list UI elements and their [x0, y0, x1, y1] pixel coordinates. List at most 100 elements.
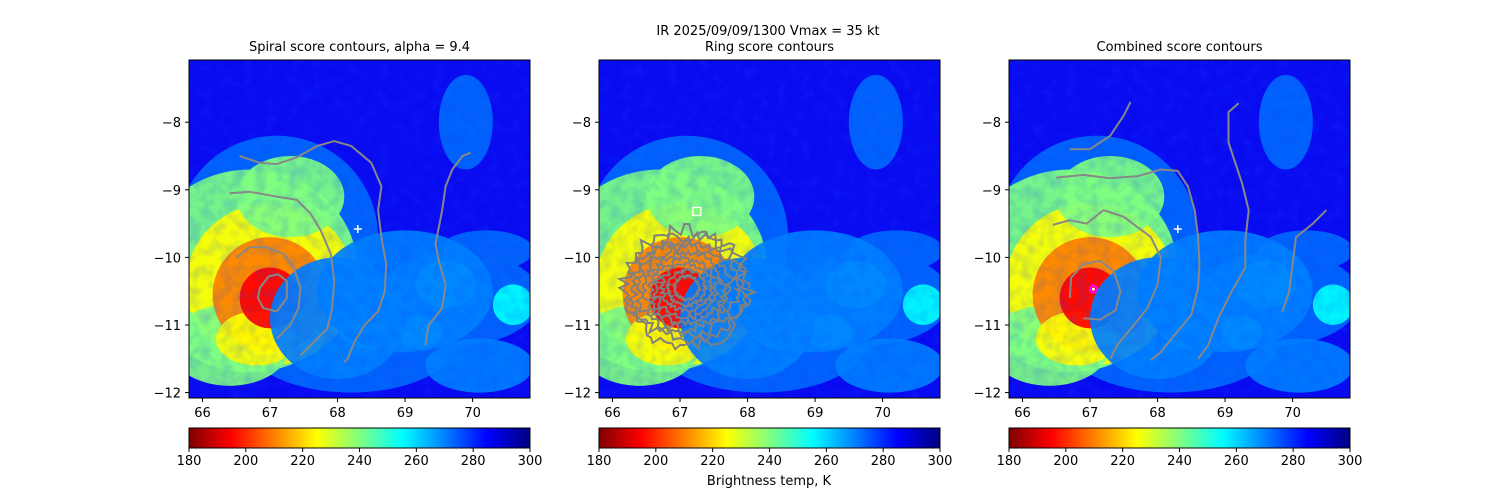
colorbar-tick-label: 300: [518, 454, 543, 469]
center-estimate-dot: [1091, 287, 1095, 291]
colorbar-tick-label: 240: [1167, 454, 1192, 469]
contour-line: [1281, 209, 1328, 312]
ring-contour-line: [627, 230, 749, 347]
center-estimate-circle: [1088, 284, 1098, 294]
contour-line: [239, 140, 388, 363]
x-tick-label: 67: [262, 406, 279, 421]
y-tick-label: −9: [572, 184, 591, 199]
ring-contour-line: [634, 234, 743, 339]
score-contours: [229, 140, 471, 363]
panel-3: Combined score contours 66 67 68 69 70 −8 −9 −10…: [974, 40, 1363, 469]
colorbar-tick-label: 280: [871, 454, 896, 469]
ring-contour-line: [664, 267, 710, 309]
axes-frame: [1008, 59, 1351, 399]
y-tick-label: −12: [564, 387, 591, 402]
x-tick-label: 69: [1217, 406, 1234, 421]
colorbar-scale: [1008, 427, 1351, 449]
panel-title: Combined score contours: [1097, 40, 1263, 55]
center-estimate-square: [692, 206, 702, 217]
contour-line: [229, 190, 336, 357]
colorbar-tick-label: 200: [643, 454, 668, 469]
x-tick-label: 68: [329, 406, 346, 421]
colorbar-tick-label: 220: [700, 454, 725, 469]
contour-line: [1056, 168, 1201, 361]
x-tick-label: 70: [874, 406, 891, 421]
colorbar-2: 180 200 220 240 260 280 300: [587, 427, 953, 469]
x-tick-label: 69: [397, 406, 414, 421]
ir-texture: [599, 60, 940, 398]
x-tick-label: 66: [1014, 406, 1031, 421]
score-contours: [1052, 101, 1328, 361]
colorbar-tick-label: 180: [177, 454, 202, 469]
y-tick-label: −8: [162, 116, 181, 131]
colorbar-tick-label: 300: [1338, 454, 1363, 469]
colorbar-tick-label: 200: [1053, 454, 1078, 469]
y-tick-label: −12: [154, 387, 181, 402]
y-tick-label: −10: [154, 251, 181, 266]
y-tick-label: −11: [154, 319, 181, 334]
x-tick-label: 68: [739, 406, 756, 421]
panels: Spiral score contours, alpha = 9.4 66 67 68…: [154, 40, 1363, 469]
colorbar-scale: [598, 427, 941, 449]
center-estimate-plus: [1173, 225, 1182, 233]
colorbar-tick-label: 260: [404, 454, 429, 469]
y-tick-label: −12: [974, 387, 1001, 402]
colorbar-tick-label: 260: [1224, 454, 1249, 469]
y-tick-label: −11: [564, 319, 591, 334]
y-tick-label: −10: [974, 251, 1001, 266]
contour-line: [1197, 102, 1250, 360]
colorbar-tick-label: 220: [290, 454, 315, 469]
ir-image: [1009, 60, 1350, 398]
y-tick-label: −8: [572, 116, 591, 131]
ring-contour-line: [641, 242, 735, 334]
panel-1: Spiral score contours, alpha = 9.4 66 67 68…: [154, 40, 543, 469]
figure-suptitle: IR 2025/09/09/1300 Vmax = 35 kt: [656, 24, 879, 39]
ring-contour-line: [646, 248, 730, 327]
y-tick-label: −10: [564, 251, 591, 266]
x-tick-label: 69: [807, 406, 824, 421]
colorbar-1: 180 200 220 240 260 280 300: [177, 427, 543, 469]
x-tick-label: 67: [1082, 406, 1099, 421]
score-contours: [616, 222, 759, 351]
x-tick-label: 68: [1149, 406, 1166, 421]
y-tick-label: −9: [162, 184, 181, 199]
contour-line: [1052, 209, 1162, 360]
colorbar-tick-label: 220: [1110, 454, 1135, 469]
axes-frame: [598, 59, 941, 399]
center-estimate-plus: [353, 225, 362, 233]
x-tick-label: 70: [464, 406, 481, 421]
colorbar-tick-label: 240: [757, 454, 782, 469]
colorbar-tick-label: 280: [461, 454, 486, 469]
ir-image: [599, 60, 940, 398]
contour-line: [256, 273, 288, 313]
contour-line: [235, 246, 302, 340]
x-tick-label: 70: [1284, 406, 1301, 421]
colorbar-label: Brightness temp, K: [707, 474, 832, 489]
x-tick-label: 66: [194, 406, 211, 421]
contour-line: [424, 151, 471, 346]
colorbar-tick-label: 280: [1281, 454, 1306, 469]
ring-contour-line: [652, 254, 721, 321]
colorbar-tick-label: 200: [233, 454, 258, 469]
ring-contour-line: [672, 273, 702, 302]
panel-title: Spiral score contours, alpha = 9.4: [249, 40, 470, 55]
colorbar-3: 180 200 220 240 260 280 300: [997, 427, 1363, 469]
contour-line: [1068, 259, 1122, 321]
colorbar-scale: [188, 427, 531, 449]
panel-2: Ring score contours 66 67 68 69 70 −8 −9 −10 −11 −…: [564, 40, 953, 469]
ir-image: [189, 60, 530, 398]
panel-title: Ring score contours: [705, 40, 834, 55]
colorbar-tick-label: 300: [928, 454, 953, 469]
colorbar-tick-label: 240: [347, 454, 372, 469]
y-tick-label: −8: [982, 116, 1001, 131]
colorbar-tick-label: 260: [814, 454, 839, 469]
ring-contour-line: [657, 261, 715, 315]
x-tick-label: 66: [604, 406, 621, 421]
y-tick-label: −9: [982, 184, 1001, 199]
colorbar-tick-label: 180: [587, 454, 612, 469]
colorbar-tick-label: 180: [997, 454, 1022, 469]
axes-frame: [188, 59, 531, 399]
y-tick-label: −11: [974, 319, 1001, 334]
contour-line: [1069, 101, 1132, 151]
